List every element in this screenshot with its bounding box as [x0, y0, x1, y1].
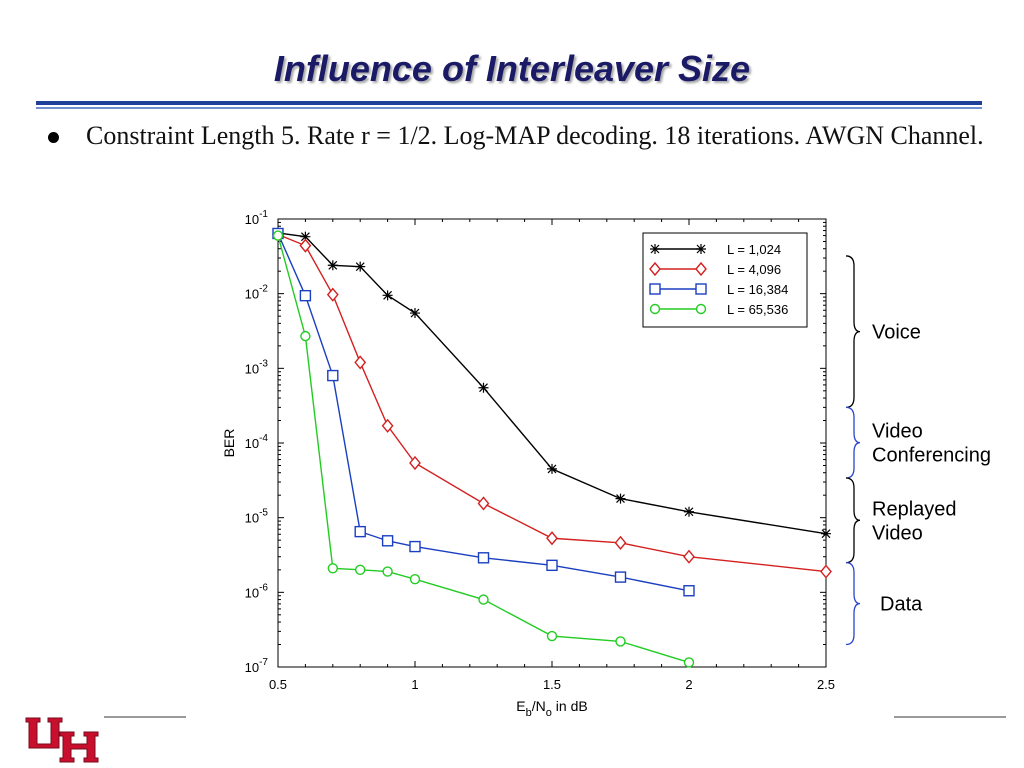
- data-point: [326, 287, 339, 302]
- series-1: [273, 227, 831, 539]
- uh-logo-icon: [25, 717, 99, 763]
- y-tick-label: 10-6: [245, 582, 269, 600]
- legend-marker: [649, 303, 661, 315]
- data-point: [477, 552, 490, 564]
- range-brace: [845, 406, 861, 479]
- slide-title: Influence of Interleaver Size: [273, 48, 751, 89]
- x-tick-label: 2: [685, 677, 692, 692]
- legend-marker: [695, 303, 707, 315]
- series-4: [272, 230, 695, 668]
- legend-marker: [649, 283, 661, 295]
- data-point: [477, 496, 490, 511]
- data-point: [354, 525, 366, 538]
- x-axis-label: Eb/No in dB: [516, 698, 587, 719]
- data-point: [327, 260, 338, 271]
- title-rule-thin: [36, 107, 982, 109]
- data-point: [300, 330, 311, 342]
- range-brace: [845, 477, 861, 564]
- legend-marker: [695, 261, 707, 277]
- x-tick-label: 1: [411, 677, 418, 692]
- data-point: [299, 289, 312, 302]
- data-point: [546, 559, 558, 572]
- series-3: [272, 227, 695, 597]
- series-line: [277, 233, 690, 592]
- data-point: [300, 231, 311, 242]
- legend-label: L = 65,536: [727, 302, 788, 317]
- data-point: [547, 463, 557, 474]
- data-point: [683, 585, 695, 597]
- range-label: Conferencing: [872, 445, 991, 467]
- data-point: [382, 290, 393, 301]
- x-tick-label: 2.5: [817, 677, 835, 692]
- legend-label: L = 1,024: [727, 242, 781, 257]
- range-label: Replayed: [872, 498, 957, 520]
- title-rule: [36, 101, 982, 105]
- data-point: [683, 657, 695, 668]
- x-tick-label: 0.5: [269, 677, 287, 692]
- series-line: [277, 235, 690, 664]
- data-point: [614, 535, 627, 550]
- data-point: [272, 230, 284, 241]
- data-point: [382, 566, 393, 577]
- data-point: [615, 493, 626, 504]
- data-point: [409, 455, 421, 471]
- y-tick-label: 10-1: [245, 209, 269, 227]
- data-point: [615, 636, 626, 647]
- data-point: [614, 571, 627, 583]
- footer-rule-left: [104, 716, 186, 718]
- range-label: Data: [880, 594, 923, 616]
- y-tick-label: 10-2: [245, 284, 269, 302]
- legend: L = 1,024 L = 4,096 L = 16,384 L = 65,536: [642, 232, 808, 328]
- legend-marker: [649, 261, 661, 277]
- data-point: [821, 528, 831, 539]
- data-point: [409, 540, 421, 553]
- footer-rule-right: [894, 716, 1006, 718]
- data-point: [820, 564, 832, 579]
- range-label: Voice: [872, 322, 921, 344]
- series-2: [272, 227, 832, 579]
- data-point: [409, 573, 421, 585]
- y-tick-label: 10-5: [245, 508, 269, 526]
- range-label: Video: [872, 421, 923, 443]
- data-point: [355, 261, 366, 272]
- y-tick-label: 10-4: [245, 433, 269, 451]
- y-tick-label: 10-7: [245, 657, 269, 675]
- data-point: [478, 594, 489, 605]
- data-point: [299, 238, 312, 253]
- range-label: Video: [872, 522, 923, 544]
- data-point: [546, 531, 558, 546]
- bullet-text: Constraint Length 5. Rate r = 1/2. Log-M…: [86, 121, 984, 150]
- legend-marker: [650, 244, 660, 254]
- y-tick-label: 10-3: [245, 358, 269, 376]
- legend-label: L = 16,384: [727, 282, 788, 297]
- legend-marker: [695, 283, 707, 295]
- legend-marker: [696, 244, 706, 254]
- data-point: [327, 369, 339, 382]
- range-brace: [845, 561, 861, 646]
- data-point: [381, 418, 394, 433]
- data-point: [683, 549, 695, 564]
- legend-label: L = 4,096: [727, 262, 781, 277]
- data-point: [355, 564, 366, 576]
- data-point: [327, 563, 338, 574]
- bullet-icon: [48, 132, 59, 143]
- data-point: [354, 355, 367, 370]
- data-point: [410, 308, 420, 319]
- range-brace: [845, 255, 861, 409]
- data-point: [684, 506, 694, 517]
- data-point: [546, 630, 558, 642]
- x-tick-label: 1.5: [543, 677, 561, 692]
- y-axis-label: BER: [221, 429, 237, 458]
- data-point: [381, 535, 394, 547]
- data-point: [478, 382, 489, 393]
